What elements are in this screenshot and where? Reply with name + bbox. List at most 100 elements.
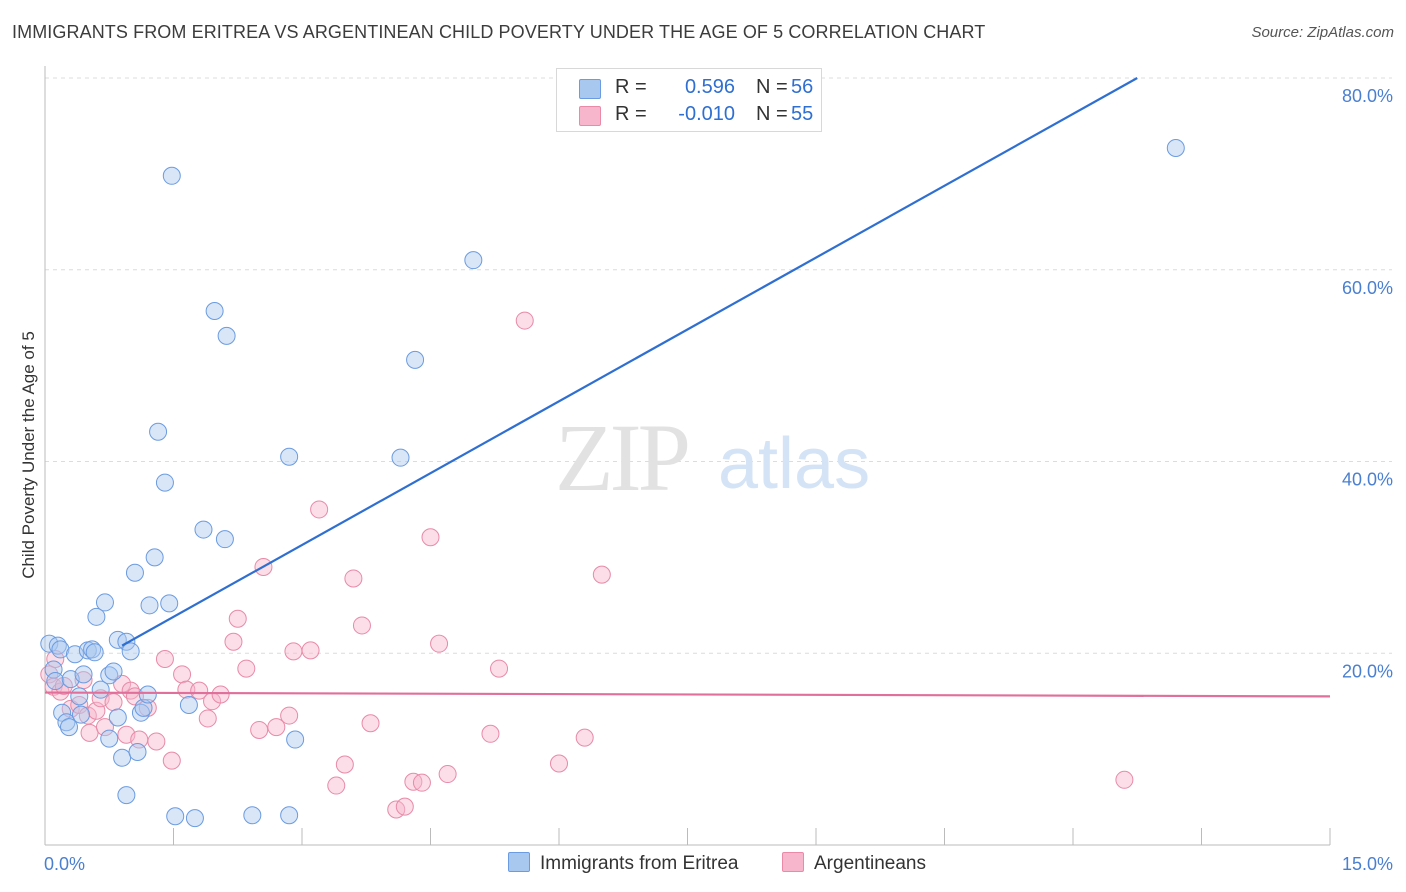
x-tick-label: 0.0% [44, 854, 85, 874]
gridlines [45, 77, 1392, 654]
x-tick-label: 15.0% [1342, 854, 1393, 874]
eritrea-point [160, 594, 179, 613]
eritrea-point [280, 806, 299, 825]
eritrea-point [53, 703, 72, 722]
eritrea-point [179, 696, 198, 715]
eritrea-point [128, 743, 147, 762]
argentineans-point [198, 709, 217, 728]
bottom-legend-argentineans: Argentineans [782, 852, 926, 875]
eritrea-point [166, 807, 185, 826]
argentineans-point [104, 693, 123, 712]
eritrea-point [46, 672, 65, 691]
eritrea-point [391, 448, 410, 467]
eritrea-point [243, 806, 262, 825]
y-axis-label: Child Poverty Under the Age of 5 [19, 331, 38, 579]
bottom-legend-eritrea: Immigrants from Eritrea [508, 852, 738, 875]
legend-r-label: R = [615, 76, 647, 98]
x-tick-labels: 0.0% 15.0% [44, 854, 1393, 874]
bottom-legend-swatch-argentineans [782, 852, 804, 872]
argentineans-point [352, 616, 371, 635]
argentineans-trend-line [44, 691, 1331, 698]
watermark-zip: ZIP [555, 404, 688, 511]
legend-r-value: 0.596 [684, 76, 735, 98]
eritrea-point [87, 607, 106, 626]
watermark-atlas: atlas [718, 424, 870, 504]
argentineans-point [421, 528, 440, 547]
argentineans-points [40, 311, 1134, 819]
argentineans-point [211, 685, 230, 704]
argentineans-point [430, 634, 449, 653]
eritrea-point [215, 530, 234, 549]
argentineans-point [267, 718, 286, 737]
eritrea-point [205, 301, 224, 320]
eritrea-point [1166, 138, 1185, 157]
eritrea-point [406, 350, 425, 369]
y-tick-label: 60.0% [1342, 278, 1393, 298]
argentineans-point [412, 773, 431, 792]
eritrea-points [40, 138, 1185, 828]
argentineans-point [361, 714, 380, 733]
y-tick-labels: 20.0% 40.0% 60.0% 80.0% [1342, 86, 1393, 681]
argentineans-point [481, 724, 500, 743]
argentineans-point [395, 797, 414, 816]
eritrea-point [91, 680, 110, 699]
legend-r-value: -0.010 [678, 103, 735, 125]
argentineans-point [61, 699, 80, 718]
argentineans-point [575, 728, 594, 747]
eritrea-point [286, 730, 305, 749]
eritrea-point [108, 708, 127, 727]
source-label: Source: ZipAtlas.com [1251, 24, 1394, 41]
eritrea-point [217, 326, 236, 345]
argentineans-point [162, 751, 181, 770]
argentineans-point [301, 641, 320, 660]
argentineans-point [438, 765, 457, 784]
y-tick-label: 40.0% [1342, 470, 1393, 490]
argentineans-point [190, 681, 209, 700]
chart-title: IMMIGRANTS FROM ERITREA VS ARGENTINEAN C… [12, 22, 986, 42]
bottom-legend-swatch-eritrea [508, 852, 530, 872]
legend-n-value: 55 [791, 103, 814, 125]
eritrea-point [131, 703, 150, 722]
legend-swatch-argentineans [579, 106, 601, 126]
argentineans-point [147, 732, 166, 751]
eritrea-point [155, 473, 174, 492]
legend-r-label: R = [615, 103, 647, 125]
argentineans-point [490, 659, 509, 678]
argentineans-point [80, 723, 99, 742]
eritrea-point [83, 640, 102, 659]
bottom-legend-label-argentineans: Argentineans [814, 853, 926, 874]
eritrea-point [185, 809, 204, 828]
argentineans-point [1115, 770, 1134, 789]
eritrea-point [149, 422, 168, 441]
eritrea-point [74, 665, 93, 684]
eritrea-point [138, 685, 157, 704]
y-tick-label: 20.0% [1342, 661, 1393, 681]
eritrea-point [140, 596, 159, 615]
eritrea-point [51, 640, 70, 659]
argentineans-point [284, 642, 303, 661]
argentineans-point [592, 565, 611, 584]
argentineans-point [327, 776, 346, 795]
legend-n-label: N = [756, 76, 788, 98]
y-tick-label: 80.0% [1342, 86, 1393, 106]
trend-lines [44, 77, 1331, 698]
watermark: ZIP atlas [555, 404, 870, 511]
eritrea-point [121, 642, 140, 661]
argentineans-point [335, 755, 354, 774]
eritrea-point [194, 520, 213, 539]
eritrea-point [70, 687, 89, 706]
argentineans-point [237, 659, 256, 678]
argentineans-point [550, 754, 568, 773]
legend-n-value: 56 [791, 76, 814, 98]
argentineans-point [310, 500, 329, 519]
eritrea-point [100, 729, 119, 748]
eritrea-point [95, 593, 114, 612]
eritrea-point [71, 705, 90, 724]
eritrea-point [125, 563, 144, 582]
legend-swatch-eritrea [579, 79, 601, 99]
eritrea-point [280, 447, 299, 466]
eritrea-trend-line [121, 77, 1138, 647]
eritrea-point [57, 713, 76, 732]
eritrea-point [134, 698, 153, 717]
